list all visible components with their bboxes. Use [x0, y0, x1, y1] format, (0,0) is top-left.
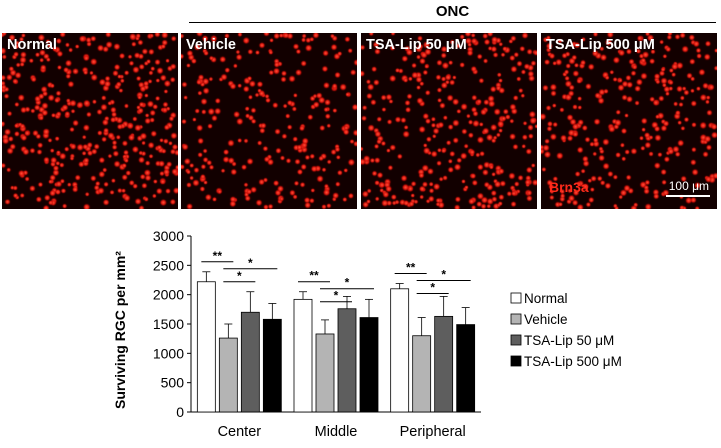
x-tick-label: Center — [218, 424, 262, 440]
onc-group-header: ONC — [189, 0, 716, 26]
x-tick-label: Peripheral — [400, 424, 466, 440]
micrograph-panel-tsa-500: TSA-Lip 500 μM Brn3a 100 μm — [541, 33, 717, 209]
micrograph-image-vehicle — [181, 33, 357, 209]
bar — [412, 335, 432, 413]
micrograph-panel-normal: Normal — [2, 33, 178, 209]
stain-label: Brn3a — [549, 179, 589, 195]
significance-label: ** — [213, 249, 223, 263]
significance-label: * — [334, 289, 339, 303]
legend-swatch — [510, 334, 522, 346]
micrograph-panel-vehicle: Vehicle — [181, 33, 357, 209]
x-tick-label: Middle — [315, 424, 358, 440]
y-tick-label: 500 — [161, 375, 185, 391]
legend-swatch — [510, 355, 522, 367]
bar — [337, 308, 357, 413]
micrograph-image-tsa-500 — [541, 33, 717, 209]
panel-label-normal: Normal — [7, 37, 57, 53]
bar — [240, 311, 260, 413]
y-axis-title: Surviving RGC per mm² — [112, 251, 128, 409]
scalebar-label: 100 μm — [668, 179, 709, 193]
bar — [293, 298, 313, 413]
significance-label: ** — [406, 261, 416, 275]
bar — [359, 317, 379, 413]
onc-group-line — [189, 22, 716, 23]
significance-label: * — [248, 256, 253, 270]
bar — [456, 324, 476, 413]
onc-group-label: ONC — [435, 3, 470, 20]
bar — [390, 288, 410, 413]
significance-label: * — [237, 269, 242, 283]
micrograph-image-normal — [2, 33, 178, 209]
legend-label: TSA-Lip 50 μM — [524, 333, 614, 348]
y-tick-label: 2000 — [153, 287, 184, 303]
bar — [434, 315, 454, 413]
scalebar — [666, 195, 710, 197]
y-tick-label: 3000 — [153, 228, 184, 244]
panel-label-tsa-500: TSA-Lip 500 μM — [546, 37, 655, 53]
y-tick-label: 2500 — [153, 257, 184, 273]
bar — [196, 281, 216, 413]
micrograph-panel-tsa-50: TSA-Lip 50 μM — [361, 33, 537, 209]
y-tick-label: 1000 — [153, 345, 184, 361]
panel-label-vehicle: Vehicle — [186, 37, 236, 53]
significance-label: * — [441, 268, 446, 282]
legend-swatch — [510, 313, 522, 325]
legend-label: Vehicle — [524, 312, 568, 327]
significance-label: ** — [309, 269, 319, 283]
bar — [218, 337, 238, 413]
legend-swatch — [510, 292, 522, 304]
panel-label-tsa-50: TSA-Lip 50 μM — [366, 37, 467, 53]
bar — [315, 333, 335, 413]
bar — [262, 318, 282, 413]
significance-label: * — [345, 276, 350, 290]
significance-label: * — [430, 281, 435, 295]
y-tick-label: 1500 — [153, 316, 184, 332]
legend-label: TSA-Lip 500 μM — [524, 354, 622, 369]
micrograph-image-tsa-50 — [361, 33, 537, 209]
legend-label: Normal — [524, 291, 568, 306]
bar-chart: 0 500 1000 1500 2000 2500 3000 Surviving RGC pe… — [112, 228, 622, 440]
y-tick-label: 0 — [176, 404, 184, 420]
